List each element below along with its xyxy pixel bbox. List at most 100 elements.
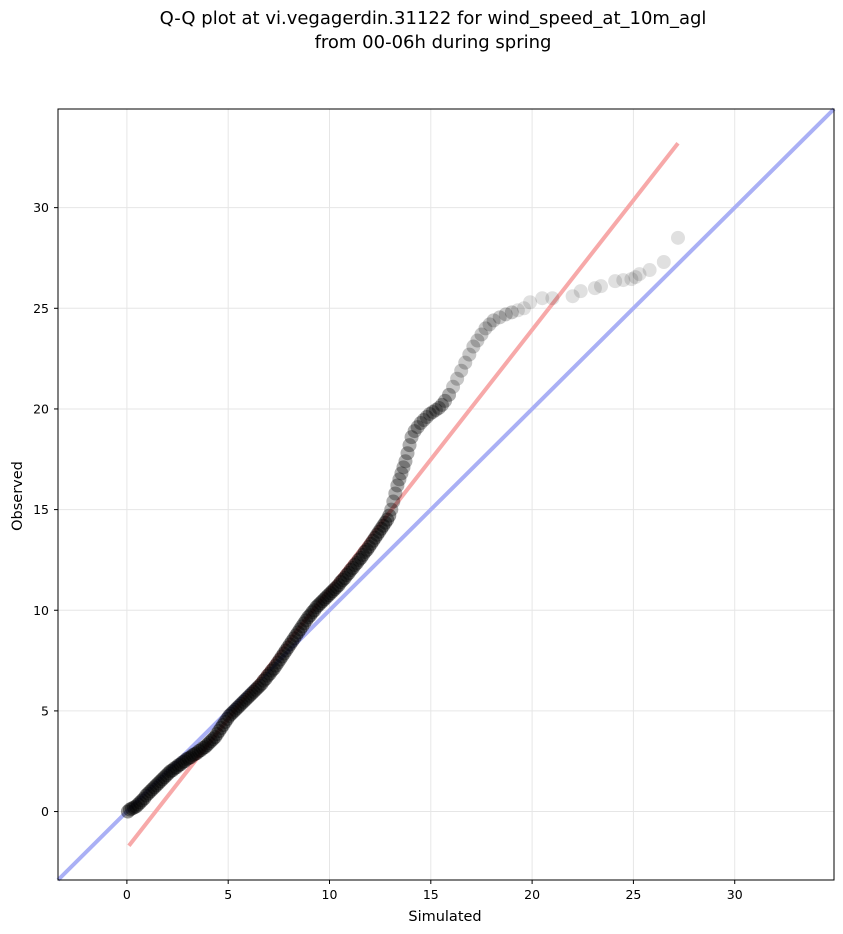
qq-point xyxy=(301,610,316,625)
qq-point xyxy=(131,797,146,812)
qq-point xyxy=(337,571,352,586)
qq-point xyxy=(307,603,322,618)
qq-point xyxy=(133,795,148,810)
qq-point xyxy=(482,317,497,332)
qq-point xyxy=(368,530,383,545)
qq-point xyxy=(135,793,150,808)
qq-point xyxy=(167,761,182,776)
qq-point xyxy=(264,663,279,678)
y-tick-label: 0 xyxy=(41,804,49,819)
qq-point xyxy=(422,406,437,421)
qq-point xyxy=(305,605,320,620)
qq-point xyxy=(238,692,253,707)
qq-point xyxy=(339,568,354,583)
qq-point xyxy=(345,560,360,575)
qq-point xyxy=(331,578,346,593)
qq-point xyxy=(587,281,602,296)
qq-point xyxy=(376,518,391,533)
qq-point xyxy=(173,757,188,772)
qq-point xyxy=(232,698,247,713)
qq-point xyxy=(364,536,379,551)
qq-point xyxy=(303,608,318,623)
ticks: 0 5 10 15 20 25 30 0 5 10 15 20 25 30 xyxy=(33,200,743,902)
qq-point xyxy=(416,413,431,428)
qq-point xyxy=(357,544,372,559)
qq-point xyxy=(319,590,334,605)
qq-point xyxy=(347,557,362,572)
qq-point xyxy=(458,355,473,370)
qq-point xyxy=(382,508,397,523)
qq-point xyxy=(323,586,338,601)
qq-point xyxy=(189,746,204,761)
qq-point xyxy=(195,741,210,756)
qq-point xyxy=(315,594,330,609)
qq-point xyxy=(656,254,671,269)
qq-point xyxy=(329,580,344,595)
qq-point xyxy=(234,696,249,711)
y-tick-label: 10 xyxy=(33,603,49,618)
qq-point xyxy=(434,397,449,412)
qq-point xyxy=(201,736,216,751)
qq-point xyxy=(466,339,481,354)
qq-point xyxy=(504,305,519,320)
qq-point xyxy=(565,289,580,304)
qq-point xyxy=(384,502,399,517)
grid xyxy=(58,109,834,880)
plot-frame xyxy=(57,108,835,881)
qq-point xyxy=(478,321,493,336)
qq-point xyxy=(351,552,366,567)
qq-point xyxy=(498,307,513,322)
qq-point xyxy=(124,801,139,816)
qq-point xyxy=(205,732,220,747)
qq-point xyxy=(593,279,608,294)
qq-point xyxy=(220,711,235,726)
qq-point xyxy=(175,755,190,770)
qq-point xyxy=(185,748,200,763)
qq-point xyxy=(139,788,154,803)
qq-point xyxy=(153,774,168,789)
qq-point xyxy=(341,566,356,581)
qq-point xyxy=(137,791,152,806)
qq-point xyxy=(278,643,293,658)
qq-point xyxy=(632,267,647,282)
qq-point xyxy=(333,575,348,590)
qq-point xyxy=(177,754,192,769)
qq-point xyxy=(214,721,229,736)
qq-point xyxy=(287,631,302,646)
qq-point xyxy=(149,778,164,793)
qq-point xyxy=(260,668,275,683)
qq-point xyxy=(254,676,269,691)
qq-point xyxy=(327,582,342,597)
qq-point xyxy=(311,598,326,613)
data-points xyxy=(120,230,685,819)
qq-point xyxy=(335,573,350,588)
qq-point xyxy=(400,446,415,461)
qq-point xyxy=(187,747,202,762)
qq-point xyxy=(240,690,255,705)
qq-point xyxy=(454,363,469,378)
x-tick-label: 25 xyxy=(625,887,641,902)
qq-point xyxy=(608,274,623,289)
qq-point xyxy=(228,702,243,717)
qq-point xyxy=(394,466,409,481)
qq-point xyxy=(309,600,324,615)
qq-point xyxy=(159,768,174,783)
qq-point xyxy=(165,763,180,778)
qq-point xyxy=(428,402,443,417)
qq-point xyxy=(313,596,328,611)
qq-point xyxy=(359,542,374,557)
qq-point xyxy=(203,734,218,749)
qq-point xyxy=(242,688,257,703)
qq-point xyxy=(289,628,304,643)
qq-point xyxy=(628,270,643,285)
x-tick-label: 20 xyxy=(524,887,540,902)
qq-point xyxy=(181,751,196,766)
qq-point xyxy=(624,272,639,287)
qq-point xyxy=(179,752,194,767)
qq-point xyxy=(325,584,340,599)
qq-point xyxy=(191,744,206,759)
qq-point xyxy=(517,301,532,316)
fit-line xyxy=(127,141,680,848)
qq-point xyxy=(216,717,231,732)
qq-point xyxy=(197,740,212,755)
